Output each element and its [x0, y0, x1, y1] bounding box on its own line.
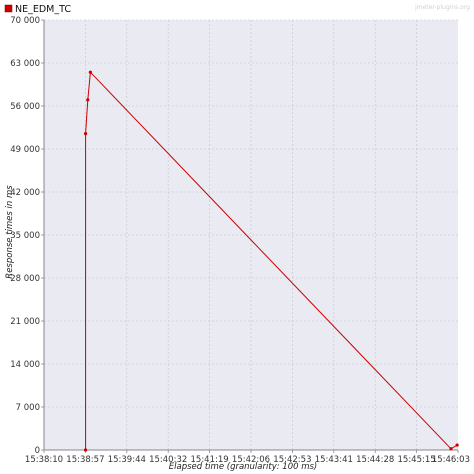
legend-swatch — [4, 4, 13, 13]
y-axis-ticks: 0 7 000 14 000 21 000 28 000 35 000 42 000 49 0… — [10, 16, 44, 456]
x-tick-label: 15:40:32 — [149, 455, 187, 465]
x-tick-label: 15:42:53 — [273, 455, 311, 465]
watermark: jmeter-plugins.org — [414, 4, 470, 11]
x-tick-label: 15:38:57 — [66, 455, 104, 465]
y-tick-label: 42 000 — [10, 188, 40, 198]
y-tick-label: 28 000 — [10, 274, 40, 284]
y-tick-label: 0 — [35, 446, 40, 456]
y-tick-label: 7 000 — [16, 403, 40, 413]
data-point — [83, 448, 88, 452]
data-point — [83, 132, 88, 136]
x-tick-label: 15:39:44 — [108, 455, 146, 465]
x-axis-title: Elapsed time (granularity: 100 ms) — [169, 462, 318, 472]
series-layer — [83, 70, 459, 452]
y-tick-label: 14 000 — [10, 360, 40, 370]
x-tick-label: 15:43:41 — [315, 455, 353, 465]
x-tick-label: 15:44:28 — [356, 455, 394, 465]
y-tick-label: 35 000 — [10, 231, 40, 241]
x-tick-label: 15:38:10 — [25, 455, 63, 465]
x-axis-ticks: 15:38:10 15:38:57 15:39:44 15:40:32 15:41:19… — [25, 450, 470, 465]
x-tick-label: 15:45:15 — [398, 455, 436, 465]
gridlines — [44, 19, 458, 450]
y-tick-label: 56 000 — [10, 102, 40, 112]
y-tick-label: 63 000 — [10, 59, 40, 69]
data-point — [449, 447, 453, 451]
y-axis-title: Response times in ms — [5, 185, 15, 279]
y-tick-label: 70 000 — [10, 16, 40, 26]
y-tick-label: 21 000 — [10, 317, 40, 327]
x-tick-label: 15:41:19 — [191, 455, 229, 465]
data-point — [86, 98, 90, 102]
data-point — [455, 443, 459, 447]
x-tick-label: 15:46:03 — [432, 455, 470, 465]
data-point — [88, 70, 92, 74]
legend-label: NE_EDM_TC — [15, 4, 71, 15]
legend: NE_EDM_TC — [4, 4, 71, 15]
y-tick-label: 49 000 — [10, 145, 40, 155]
x-tick-label: 15:42:06 — [232, 455, 270, 465]
